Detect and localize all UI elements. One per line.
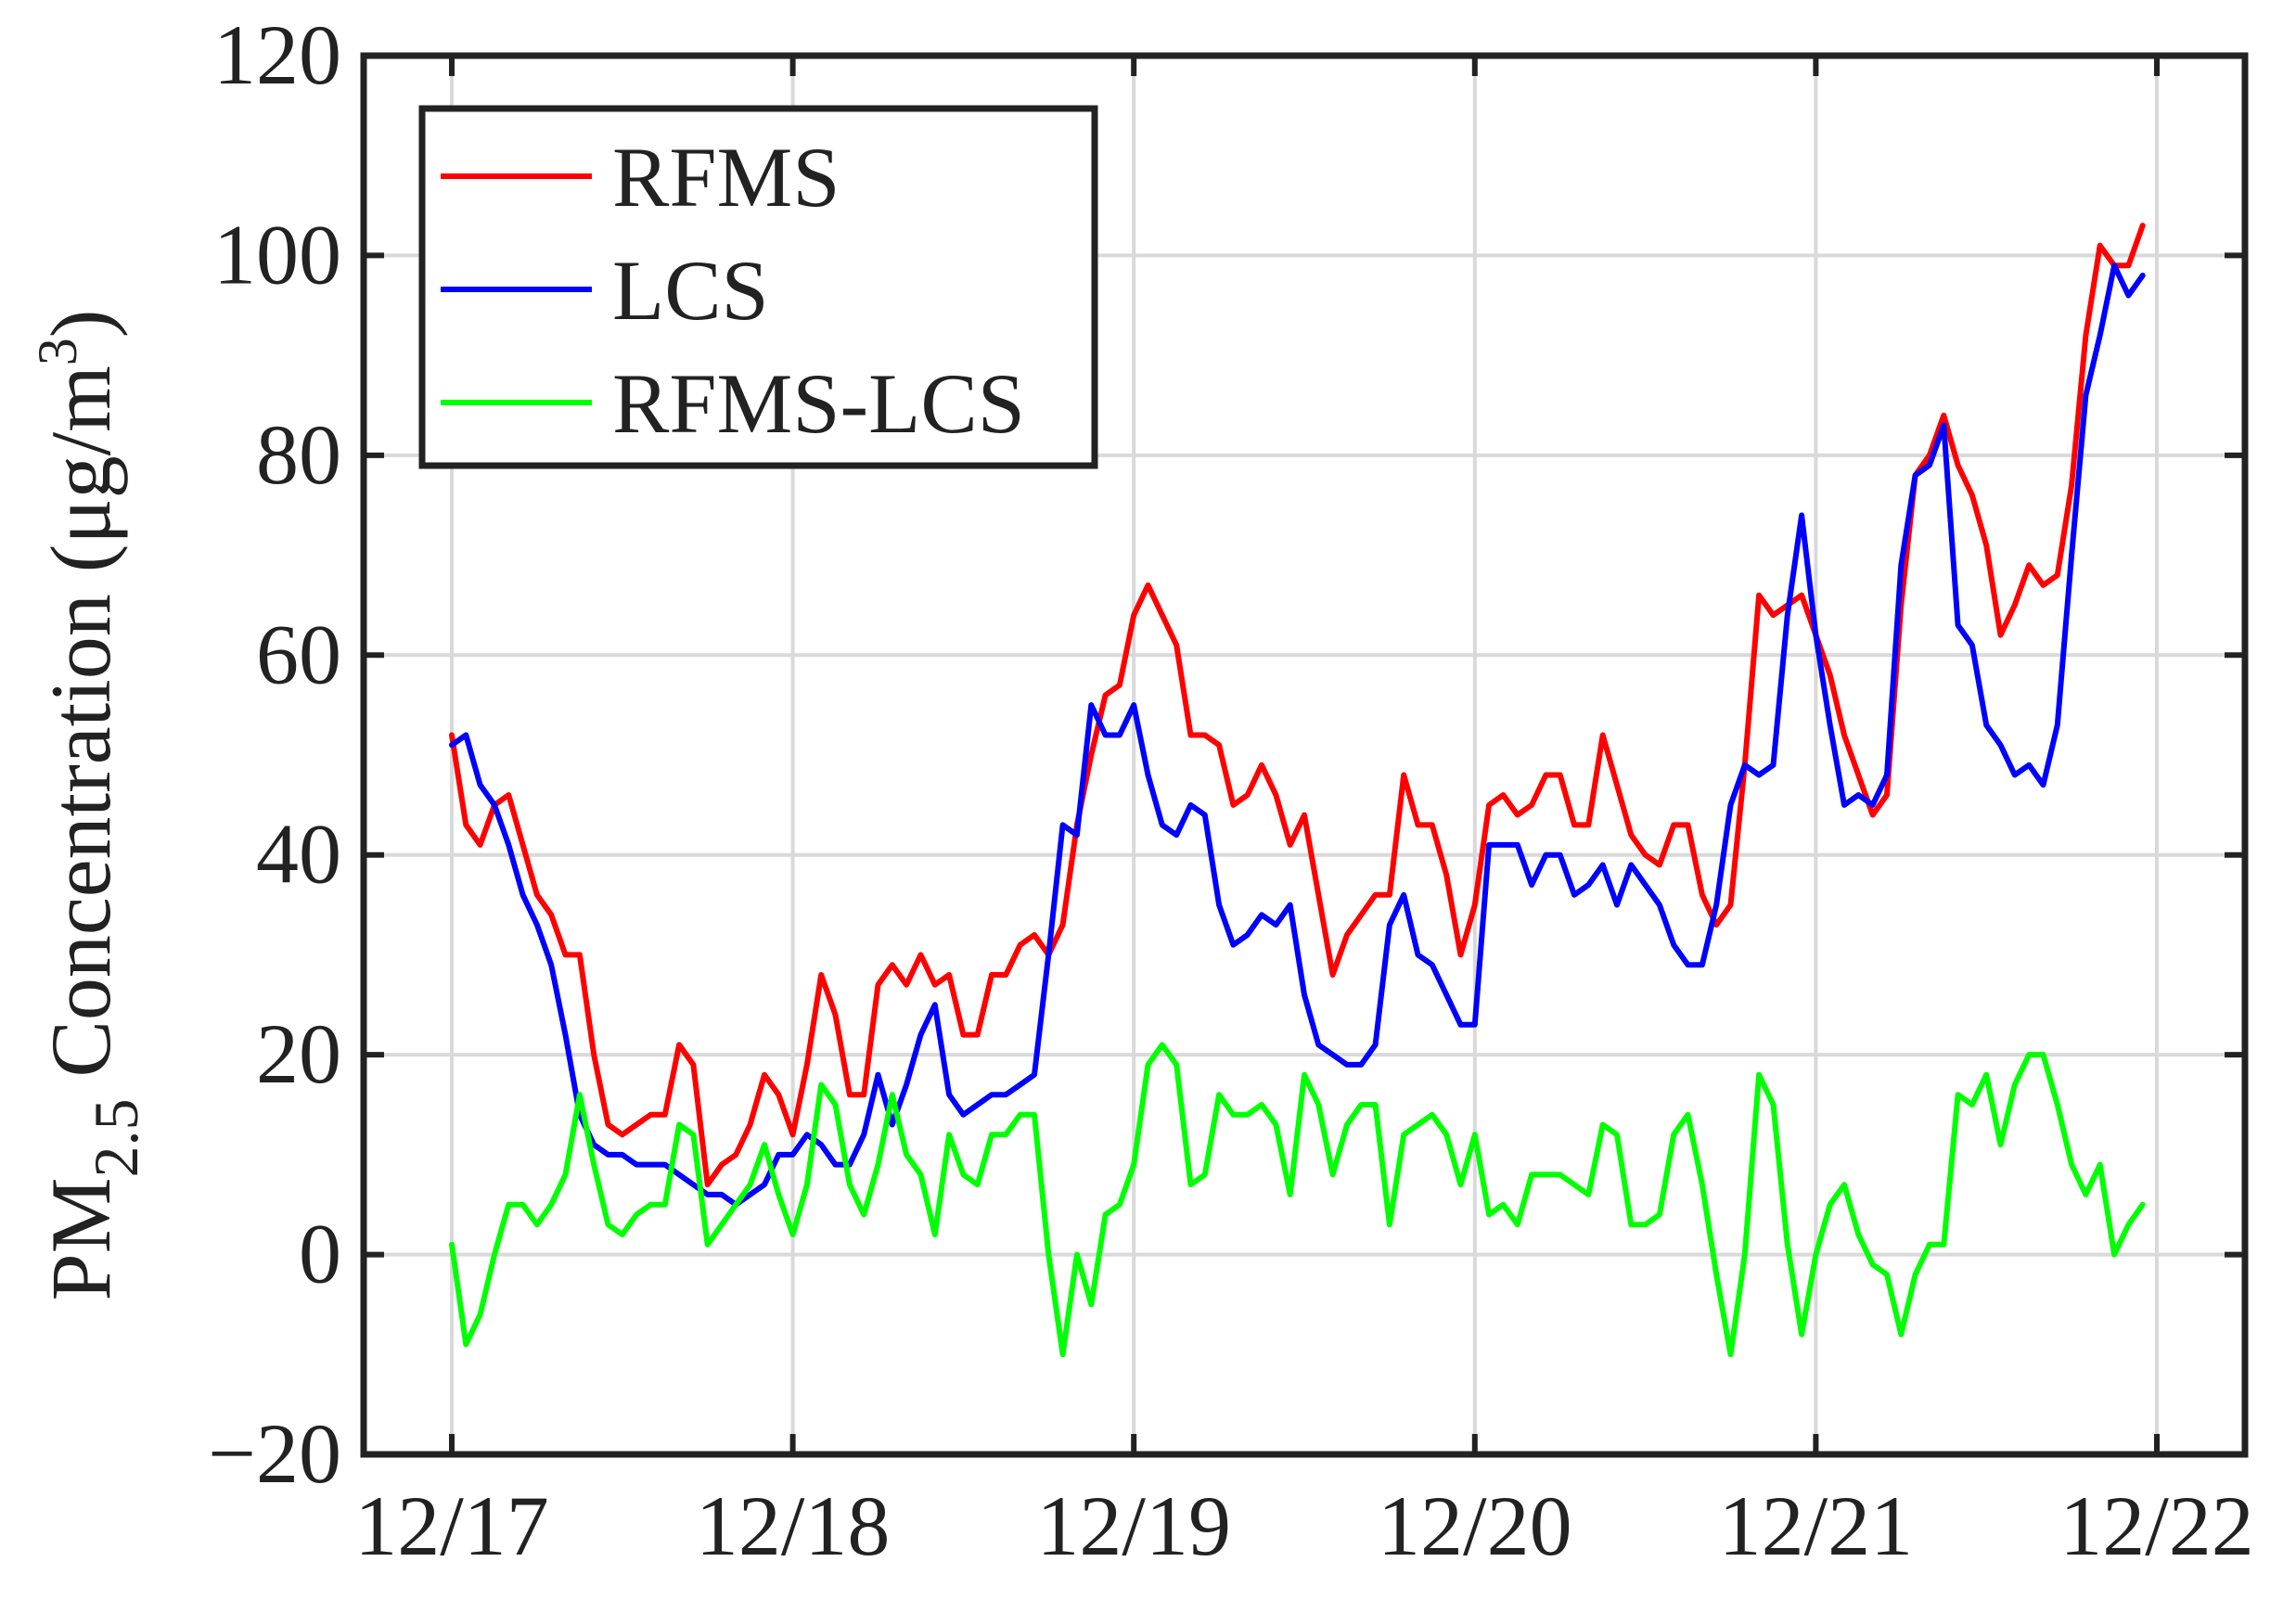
axes-layer: [360, 52, 2249, 1458]
y-tick-label: 100: [213, 207, 341, 301]
y-axis-title-subscript: 2.5: [81, 1098, 151, 1177]
y-tick-label: −20: [208, 1406, 341, 1501]
series-line-lcs: [449, 262, 2146, 1208]
y-axis-title: PM2.5 Concentration (μg/m3): [27, 310, 151, 1301]
y-axis-title-rest: Concentration (μg/m: [33, 365, 128, 1098]
y-axis-title-close: ): [33, 310, 128, 339]
plot-frame: [360, 52, 2249, 1458]
legend-label-lcs: LCS: [612, 243, 769, 338]
y-tick-label: 60: [256, 607, 341, 701]
x-tick-label: 12/21: [1719, 1478, 1914, 1573]
x-tick-label: 12/18: [696, 1478, 891, 1573]
tick-label-layer: −20 0 20 40 60 80 100 120 12/17 12/18 12/19 12/20 12…: [208, 7, 2254, 1573]
series-line-rfms-lcs: [449, 1042, 2146, 1358]
y-tick-label: 80: [256, 407, 341, 502]
y-tick-label: 20: [256, 1006, 341, 1101]
series-line-rfms: [449, 223, 2146, 1188]
series-layer: [449, 223, 2146, 1358]
y-tick-label: 0: [299, 1207, 341, 1301]
legend-label-rfms: RFMS: [612, 130, 840, 224]
y-tick-label: 120: [213, 7, 341, 102]
x-tick-label: 12/22: [2059, 1478, 2254, 1573]
legend-label-rfms-lcs: RFMS-LCS: [612, 356, 1025, 451]
y-tick-label: 40: [256, 807, 341, 902]
y-axis-title-superscript: 3: [27, 338, 88, 365]
x-tick-label: 12/17: [354, 1478, 549, 1573]
x-tick-label: 12/20: [1378, 1478, 1572, 1573]
legend: RFMS LCS RFMS-LCS: [418, 105, 1098, 469]
y-axis-title-main: PM: [33, 1177, 128, 1300]
x-tick-label: 12/19: [1036, 1478, 1231, 1573]
